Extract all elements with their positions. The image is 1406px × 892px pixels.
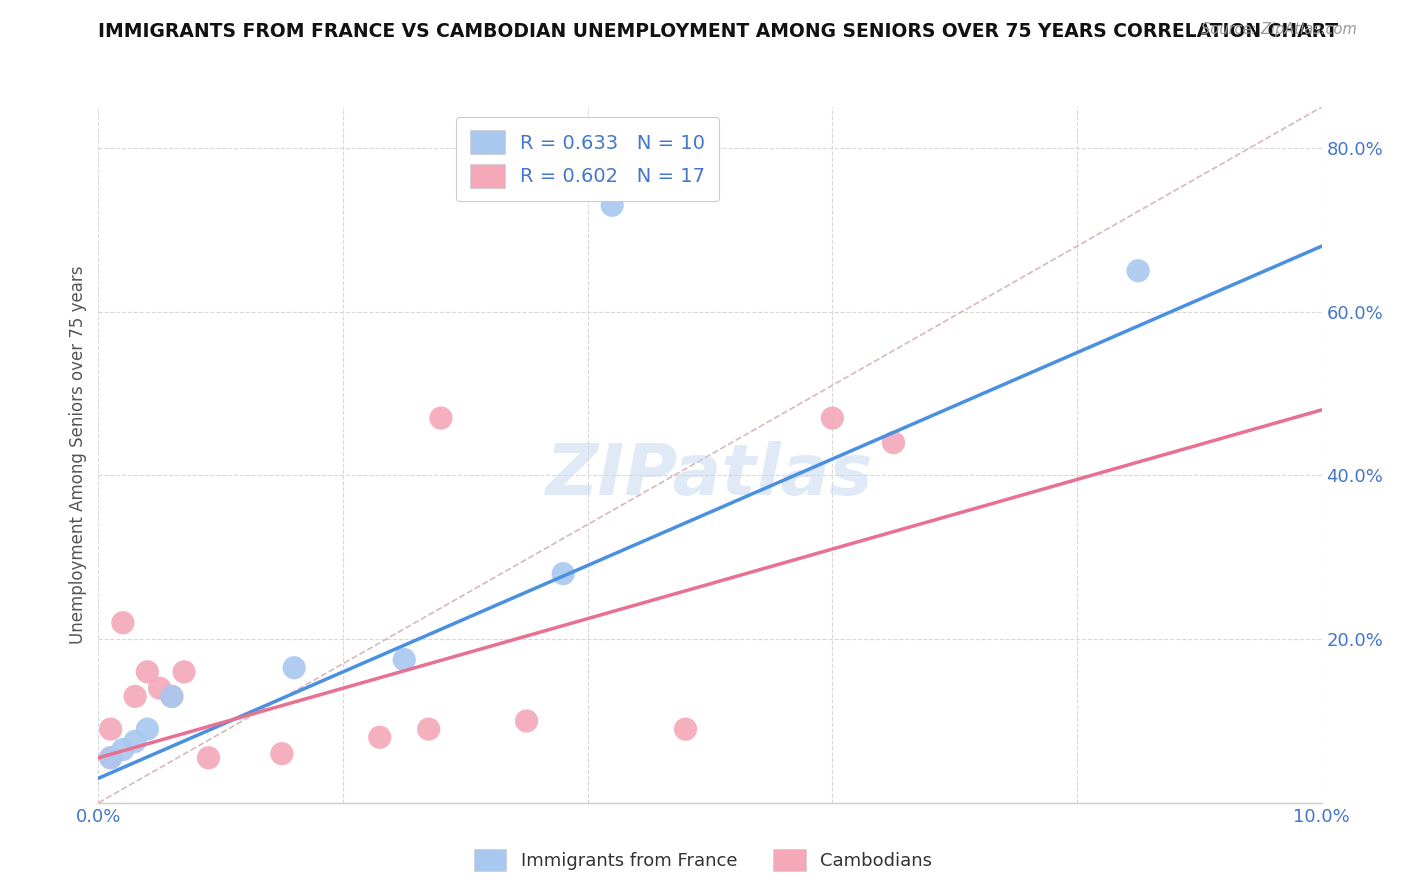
Point [675, 722, 697, 736]
Point [173, 665, 195, 679]
Point [136, 722, 159, 736]
Point [124, 734, 146, 748]
Point [111, 615, 134, 630]
Point [883, 435, 905, 450]
Point [149, 681, 172, 696]
Point [160, 690, 183, 704]
Point [553, 566, 575, 581]
Point [392, 652, 416, 666]
Point [124, 690, 146, 704]
Y-axis label: Unemployment Among Seniors over 75 years: Unemployment Among Seniors over 75 years [69, 266, 87, 644]
Point [100, 751, 122, 765]
Point [418, 722, 440, 736]
Point [283, 661, 305, 675]
Point [111, 742, 134, 756]
Point [430, 411, 453, 425]
Legend: R = 0.633   N = 10, R = 0.602   N = 17: R = 0.633 N = 10, R = 0.602 N = 17 [457, 117, 718, 202]
Point [100, 751, 122, 765]
Point [270, 747, 292, 761]
Legend: Immigrants from France, Cambodians: Immigrants from France, Cambodians [467, 842, 939, 879]
Point [516, 714, 538, 728]
Text: Source: ZipAtlas.com: Source: ZipAtlas.com [1201, 22, 1357, 37]
Point [600, 198, 623, 212]
Point [821, 411, 844, 425]
Point [368, 731, 391, 745]
Point [136, 665, 159, 679]
Text: ZIPatlas: ZIPatlas [547, 442, 873, 510]
Point [1128, 264, 1150, 278]
Point [100, 722, 122, 736]
Point [160, 690, 183, 704]
Point [197, 751, 219, 765]
Text: IMMIGRANTS FROM FRANCE VS CAMBODIAN UNEMPLOYMENT AMONG SENIORS OVER 75 YEARS COR: IMMIGRANTS FROM FRANCE VS CAMBODIAN UNEM… [98, 22, 1339, 41]
